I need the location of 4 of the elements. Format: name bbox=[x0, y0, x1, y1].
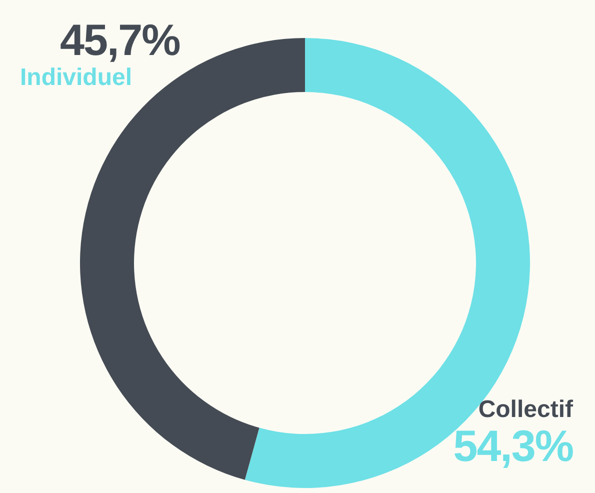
data-label: 45,7% bbox=[59, 16, 180, 65]
slice-label: Collectif bbox=[477, 396, 573, 424]
slice-label: Individuel bbox=[20, 64, 134, 92]
data-label: 54,3% bbox=[453, 422, 573, 471]
